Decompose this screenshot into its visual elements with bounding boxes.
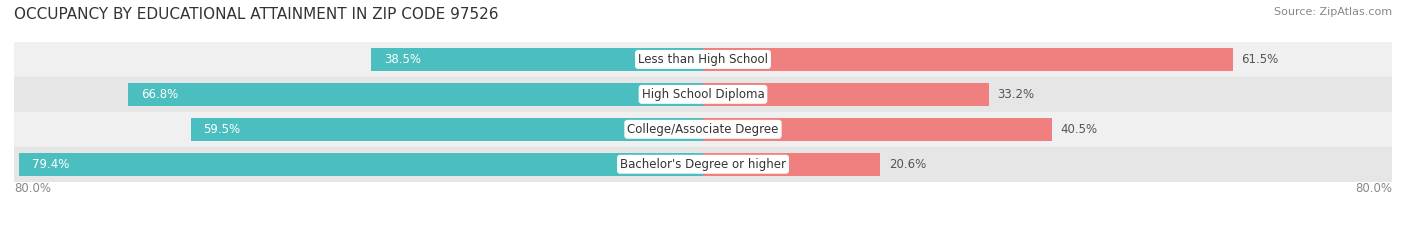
- Text: 80.0%: 80.0%: [1355, 182, 1392, 195]
- Bar: [14, 42, 1392, 77]
- Bar: [371, 48, 703, 71]
- Text: College/Associate Degree: College/Associate Degree: [627, 123, 779, 136]
- Bar: [191, 118, 703, 141]
- Text: Less than High School: Less than High School: [638, 53, 768, 66]
- Bar: [128, 83, 703, 106]
- Text: High School Diploma: High School Diploma: [641, 88, 765, 101]
- Bar: [14, 147, 1392, 182]
- Text: 38.5%: 38.5%: [384, 53, 422, 66]
- Bar: [703, 48, 1233, 71]
- Text: 59.5%: 59.5%: [204, 123, 240, 136]
- Bar: [14, 112, 1392, 147]
- Text: 40.5%: 40.5%: [1060, 123, 1098, 136]
- Bar: [14, 77, 1392, 112]
- Text: 33.2%: 33.2%: [997, 88, 1035, 101]
- Text: 20.6%: 20.6%: [889, 158, 927, 171]
- Text: 80.0%: 80.0%: [14, 182, 51, 195]
- Bar: [703, 118, 1052, 141]
- Text: 79.4%: 79.4%: [32, 158, 69, 171]
- Text: 61.5%: 61.5%: [1241, 53, 1278, 66]
- Bar: [703, 83, 988, 106]
- Text: Bachelor's Degree or higher: Bachelor's Degree or higher: [620, 158, 786, 171]
- Legend: Owner-occupied, Renter-occupied: Owner-occupied, Renter-occupied: [576, 230, 830, 233]
- Bar: [703, 153, 880, 176]
- Text: OCCUPANCY BY EDUCATIONAL ATTAINMENT IN ZIP CODE 97526: OCCUPANCY BY EDUCATIONAL ATTAINMENT IN Z…: [14, 7, 499, 22]
- Text: Source: ZipAtlas.com: Source: ZipAtlas.com: [1274, 7, 1392, 17]
- Bar: [20, 153, 703, 176]
- Text: 66.8%: 66.8%: [141, 88, 179, 101]
